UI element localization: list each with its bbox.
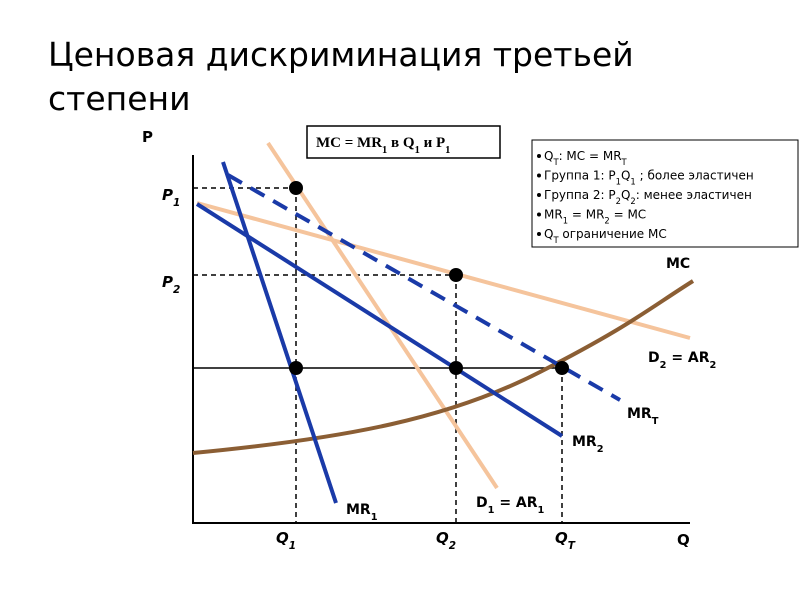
mr2-curve [195, 202, 564, 438]
subscript: 1 [563, 216, 568, 226]
subscript: 1 [488, 505, 495, 516]
d2-curve [196, 201, 691, 340]
subscript: 1 [616, 177, 621, 187]
formula: MC = MR1 в Q1 и P1 [316, 135, 450, 156]
subscript: 2 [604, 216, 609, 226]
subscript: 1 [289, 540, 296, 552]
title-line: степени [48, 79, 191, 118]
text-run: = AR [494, 495, 537, 511]
curve-label: MR1 [346, 502, 378, 523]
subscript: 1 [173, 197, 180, 209]
bullet [537, 154, 541, 158]
text-run: ; более эластичен [636, 169, 754, 183]
subscript: 2 [710, 360, 717, 371]
text-run: MR [544, 208, 563, 222]
text-run: D [648, 350, 660, 366]
subscript: 1 [445, 145, 450, 156]
title-line: Ценовая дискриминация третьей [48, 35, 634, 74]
note: MR1 = MR2 = MC [544, 208, 646, 226]
axis-label: P2 [162, 273, 180, 296]
subscript: T [552, 235, 559, 245]
d1-curve [266, 141, 499, 490]
axis-label: Q [677, 531, 690, 549]
subscript: 1 [371, 512, 378, 523]
text-run: Q [677, 531, 690, 549]
text-run: Q [436, 529, 449, 547]
subscript: 2 [597, 444, 604, 455]
text-run: = MC [610, 208, 646, 222]
note: QT ограничение MC [544, 227, 667, 245]
text-run: D [476, 495, 488, 511]
axis-label: Q1 [276, 529, 296, 552]
subscript: T [552, 157, 559, 167]
text-run: MR [627, 406, 652, 422]
axis-label: QT [555, 529, 576, 552]
subscript: 1 [382, 145, 387, 156]
text-run: в Q [387, 135, 415, 151]
text-run: Q [555, 529, 568, 547]
note: QT: MC = MRT [544, 149, 628, 167]
curve-label: MC [666, 256, 690, 272]
text-run: Q [276, 529, 289, 547]
text-run: : менее эластичен [636, 188, 752, 202]
text-run: Q [544, 149, 553, 163]
mrt-curve [227, 173, 621, 402]
subscript: 2 [173, 284, 180, 296]
curve-label: MR2 [572, 434, 604, 455]
text-run: MR [572, 434, 597, 450]
text-run: Q [544, 227, 553, 241]
text-run: MR [346, 502, 371, 518]
text-run: Q [621, 169, 630, 183]
subscript: T [621, 157, 628, 167]
text-run: Группа 2: P [544, 188, 616, 202]
text-run: P [162, 186, 173, 204]
formula-box [306, 125, 501, 159]
points [289, 181, 569, 375]
text-run: P [162, 273, 173, 291]
subscript: 1 [538, 505, 545, 516]
subscript: 2 [660, 360, 667, 371]
notes-box [531, 139, 799, 248]
note: Группа 1: P1Q1 ; более эластичен [544, 169, 754, 187]
axis-label: P1 [162, 186, 180, 209]
text-run: и P [420, 135, 445, 151]
text-run: Группа 1: P [544, 169, 616, 183]
subscript: T [568, 540, 576, 552]
text-run: = MR [568, 208, 604, 222]
subscript: 1 [415, 145, 420, 156]
mc-curve [192, 279, 695, 455]
bullet [537, 232, 541, 236]
note: Группа 2: P2Q2: менее эластичен [544, 188, 752, 206]
subscript: T [652, 416, 659, 427]
mr1-curve [221, 161, 338, 504]
bullet [537, 193, 541, 197]
text-run: MC = MR [316, 135, 382, 151]
text-run: : MC = MR [559, 149, 622, 163]
curve-label: MRT [627, 406, 659, 427]
subscript: 2 [630, 196, 635, 206]
subscript: 2 [616, 196, 621, 206]
text-run: P [142, 128, 153, 146]
text-run: ограничение MC [559, 227, 667, 241]
curve-label: D2 = AR2 [648, 350, 716, 371]
subscript: 1 [630, 177, 635, 187]
bullet [537, 173, 541, 178]
text-run: MC [666, 256, 690, 272]
subscript: 2 [449, 540, 456, 552]
bullet [537, 212, 541, 217]
text-run: = AR [666, 350, 709, 366]
guides [193, 187, 563, 523]
text-run: Q [621, 188, 630, 202]
curve-label: D1 = AR1 [476, 495, 545, 516]
axis-label: P [142, 128, 153, 146]
axis-label: Q2 [436, 529, 456, 552]
